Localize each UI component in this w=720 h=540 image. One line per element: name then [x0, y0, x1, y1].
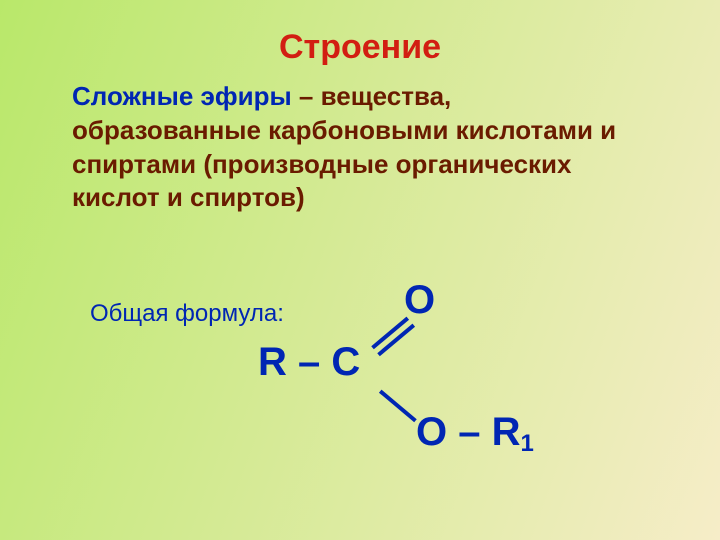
single-bond-stroke	[379, 390, 416, 422]
formula-oxygen-bottom: O – R1	[416, 410, 534, 455]
definition-emphasis: Сложные эфиры	[72, 81, 292, 111]
formula-oxygen-bottom-sub: 1	[520, 430, 533, 457]
formula-oxygen-top: O	[404, 278, 435, 323]
formula-oxygen-bottom-text: O – R	[416, 410, 520, 454]
formula-label: Общая формула:	[90, 300, 284, 328]
definition-text: Сложные эфиры – вещества, образованные к…	[72, 80, 632, 215]
slide: Строение Сложные эфиры – вещества, образ…	[0, 0, 720, 540]
formula-core: R – C	[258, 340, 360, 385]
slide-title: Строение	[0, 28, 720, 67]
